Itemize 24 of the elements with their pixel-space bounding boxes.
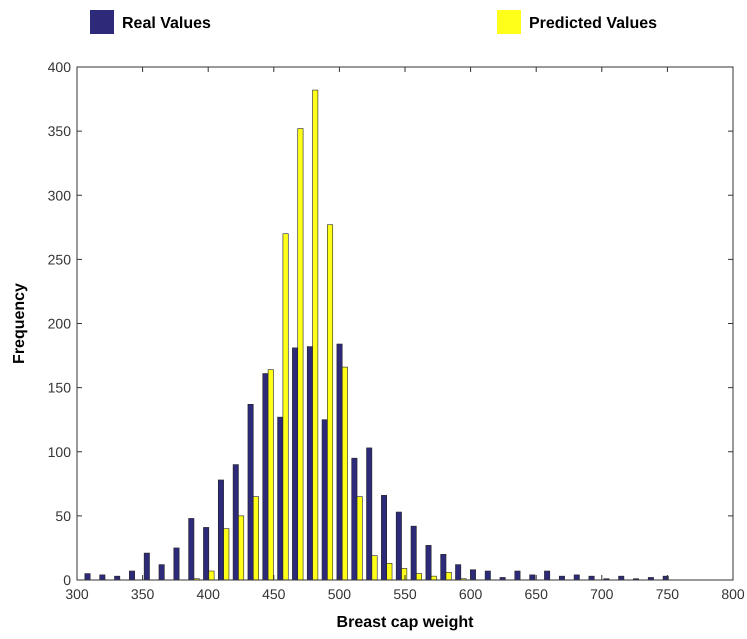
x-tick-label: 800 — [721, 586, 745, 602]
x-tick-label: 350 — [130, 586, 154, 602]
x-tick-label: 650 — [524, 586, 548, 602]
x-tick-label: 500 — [328, 586, 352, 602]
x-axis-title: Breast cap weight — [336, 614, 474, 631]
x-tick-label: 750 — [656, 586, 680, 602]
x-tick-label: 600 — [458, 586, 482, 602]
y-tick-label: 300 — [48, 187, 72, 204]
y-tick-label: 0 — [63, 572, 72, 588]
y-tick-label: 350 — [48, 123, 72, 140]
y-tick-label: 150 — [48, 380, 72, 396]
x-tick-label: 700 — [590, 586, 614, 602]
x-tick-label: 550 — [393, 586, 417, 602]
y-tick-label: 50 — [55, 508, 72, 524]
legend-label: Real Values — [122, 15, 212, 32]
y-tick-label: 400 — [48, 59, 72, 75]
x-tick-label: 450 — [262, 586, 286, 602]
y-tick-label: 200 — [48, 316, 72, 332]
x-tick-label: 400 — [196, 586, 220, 602]
x-tick-label: 300 — [65, 586, 89, 602]
y-axis-title: Frequency — [11, 282, 28, 364]
y-tick-label: 100 — [48, 444, 72, 460]
y-tick-label: 250 — [48, 251, 72, 268]
legend-label: Predicted Values — [529, 15, 658, 32]
